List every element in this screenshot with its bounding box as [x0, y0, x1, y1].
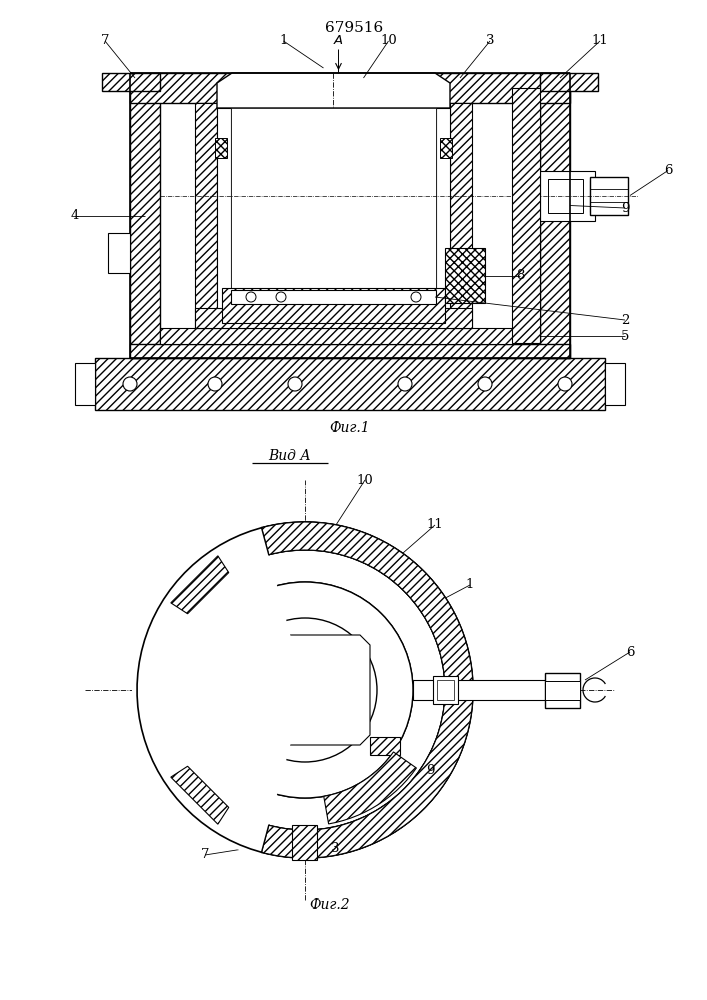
Text: 7: 7 — [201, 848, 209, 861]
Text: 9: 9 — [621, 202, 629, 215]
Text: 6: 6 — [664, 164, 672, 177]
Circle shape — [558, 377, 572, 391]
Bar — [215, 138, 227, 158]
Text: 10: 10 — [356, 474, 373, 487]
Text: 1: 1 — [466, 578, 474, 591]
Polygon shape — [137, 528, 305, 852]
Circle shape — [165, 550, 445, 830]
Polygon shape — [605, 363, 625, 405]
Circle shape — [265, 650, 345, 730]
Bar — [231, 290, 436, 304]
Bar — [445, 248, 485, 303]
Bar — [293, 825, 317, 860]
Bar — [130, 73, 160, 358]
Polygon shape — [171, 766, 229, 824]
Text: 9: 9 — [426, 764, 434, 776]
Circle shape — [398, 377, 412, 391]
Bar — [231, 108, 436, 308]
Wedge shape — [132, 523, 310, 857]
Wedge shape — [262, 522, 473, 858]
Text: А: А — [334, 34, 343, 47]
Circle shape — [478, 377, 492, 391]
Text: Фиг.1: Фиг.1 — [329, 421, 370, 435]
Bar — [160, 328, 540, 344]
Circle shape — [246, 292, 256, 302]
Text: 3: 3 — [486, 34, 494, 47]
Circle shape — [233, 618, 377, 762]
Polygon shape — [217, 73, 450, 108]
Bar — [540, 73, 598, 91]
Text: 6: 6 — [626, 646, 634, 658]
Polygon shape — [75, 363, 95, 405]
Text: Вид А: Вид А — [269, 449, 311, 463]
Bar — [222, 288, 445, 323]
Text: 11: 11 — [426, 518, 443, 532]
Bar — [590, 180, 595, 212]
Polygon shape — [171, 556, 229, 614]
Circle shape — [276, 292, 286, 302]
Polygon shape — [240, 635, 370, 745]
Bar — [545, 680, 580, 700]
Text: 2: 2 — [621, 314, 629, 326]
Circle shape — [123, 377, 137, 391]
Bar — [590, 176, 628, 215]
Text: 11: 11 — [592, 34, 609, 47]
Text: 679516: 679516 — [325, 21, 383, 35]
Bar — [440, 138, 452, 158]
Bar — [548, 178, 583, 213]
Circle shape — [287, 672, 323, 708]
Bar — [130, 73, 570, 103]
Bar — [545, 672, 580, 708]
Text: 10: 10 — [380, 34, 397, 47]
Bar — [95, 358, 605, 410]
Bar — [437, 680, 454, 700]
Bar — [512, 88, 540, 343]
Circle shape — [411, 292, 421, 302]
Bar — [540, 170, 595, 221]
Text: 7: 7 — [101, 34, 110, 47]
Bar — [370, 737, 400, 755]
Circle shape — [288, 377, 302, 391]
Bar — [108, 232, 130, 272]
Bar — [217, 108, 231, 308]
Bar — [195, 103, 217, 328]
Circle shape — [137, 522, 473, 858]
Text: 3: 3 — [331, 842, 339, 854]
Polygon shape — [324, 752, 416, 824]
Text: 5: 5 — [621, 330, 629, 342]
Circle shape — [197, 582, 413, 798]
Bar — [102, 73, 160, 91]
Bar — [436, 108, 450, 308]
Circle shape — [197, 582, 413, 798]
Circle shape — [208, 377, 222, 391]
Wedge shape — [262, 522, 473, 858]
Bar — [195, 308, 472, 328]
Text: 1: 1 — [279, 34, 288, 47]
Bar — [433, 676, 458, 704]
Bar — [130, 344, 570, 358]
Text: 4: 4 — [71, 209, 79, 222]
Bar — [540, 73, 570, 358]
Bar — [450, 103, 472, 328]
Text: Фиг.2: Фиг.2 — [310, 898, 350, 912]
Text: 8: 8 — [516, 269, 524, 282]
Bar — [413, 680, 560, 700]
